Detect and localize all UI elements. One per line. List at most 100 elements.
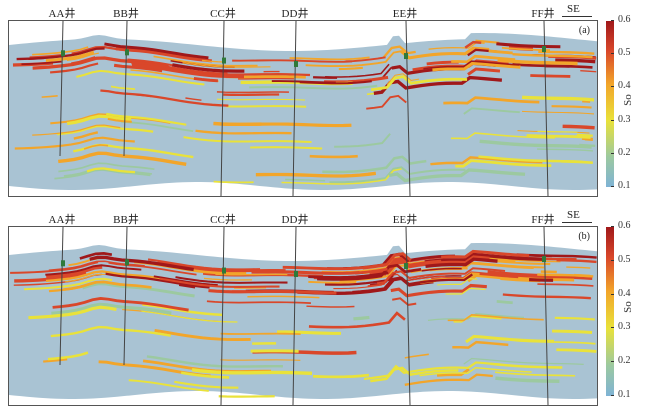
saturation-band [66,114,132,126]
well-marker [404,263,408,270]
saturation-band [64,273,106,283]
well-label: EE井 [392,8,418,20]
well-trajectory [405,227,411,405]
saturation-band [580,70,597,73]
saturation-band [537,130,578,133]
saturation-band [285,178,326,182]
saturation-band [306,305,355,308]
saturation-band [551,105,592,109]
saturation-band [172,63,245,73]
saturation-band [463,357,584,366]
saturation-band [45,50,95,63]
saturation-band [104,42,209,60]
saturation-band [425,257,498,268]
saturation-band [32,46,89,56]
saturation-band [89,255,194,272]
saturation-band [490,362,563,369]
saturation-band [400,46,490,60]
saturation-band [113,63,163,73]
saturation-band [479,139,592,149]
saturation-band [441,249,530,259]
saturation-band [386,73,420,85]
colorbar [606,21,614,187]
saturation-band [141,310,238,323]
saturation-band [208,289,337,295]
saturation-band [146,355,283,368]
saturation-band [437,278,478,286]
well-marker [222,267,226,274]
tick-label: 0.5 [618,253,631,265]
saturation-band [183,136,312,144]
well-label: EE井 [392,214,418,226]
saturation-band [495,371,576,377]
direction-label: SE [567,3,580,15]
direction-arrow-icon [562,16,592,17]
saturation-band [82,282,195,298]
saturation-band [392,297,417,306]
saturation-band [495,376,560,383]
saturation-band [390,283,487,298]
saturation-band [175,276,288,284]
saturation-band [276,330,341,335]
saturation-band [430,156,543,166]
well-label: CC井 [210,8,236,20]
saturation-band [448,261,545,270]
saturation-band [338,66,363,71]
saturation-band [28,305,117,320]
saturation-band [45,264,142,276]
saturation-band [423,60,520,70]
saturation-band [226,105,307,108]
panel-tag: (a) [577,25,591,36]
saturation-band [501,46,550,52]
saturation-band [71,56,96,66]
saturation-band [352,273,473,294]
saturation-band [215,273,288,276]
saturation-band [576,133,593,137]
saturation-band [107,117,132,123]
colorbar [606,227,614,396]
saturation-band [153,55,258,67]
well-marker [542,46,546,53]
saturation-band [250,146,323,150]
saturation-band [191,368,313,376]
colorbar-tick: 0.2 [611,147,631,158]
saturation-band [392,257,442,266]
saturation-band [100,89,229,107]
saturation-band [464,40,482,49]
saturation-band [475,39,500,44]
saturation-band [529,278,554,282]
well-marker [542,256,546,263]
colorbar-tick: 0.2 [611,355,631,366]
well-label: AA井 [48,214,76,226]
saturation-band [388,168,526,183]
saturation-band [556,259,597,264]
saturation-band [131,63,245,79]
saturation-band [73,131,99,140]
saturation-band [554,316,595,321]
saturation-band [49,62,99,74]
saturation-band [453,315,502,323]
saturation-band [142,303,223,317]
saturation-band [50,325,171,338]
direction-label: SE [567,209,580,221]
saturation-band [526,134,591,139]
cross-section-a: (a) [8,20,598,197]
saturation-band [41,95,58,98]
saturation-band [54,168,151,180]
saturation-band [58,162,155,173]
saturation-band [182,62,271,68]
saturation-band [496,300,513,305]
saturation-band [443,96,540,105]
saturation-band [128,379,209,392]
tick-label: 0.1 [618,180,631,191]
well-marker [61,50,65,57]
saturation-band [382,45,416,59]
well-label: BB井 [113,8,139,20]
well-marker [294,60,298,67]
saturation-band [14,136,135,150]
well-label: DD井 [281,214,309,226]
saturation-band [247,295,320,299]
tick-label: 0.3 [618,113,631,125]
saturation-band [147,258,261,271]
saturation-band [43,358,68,363]
